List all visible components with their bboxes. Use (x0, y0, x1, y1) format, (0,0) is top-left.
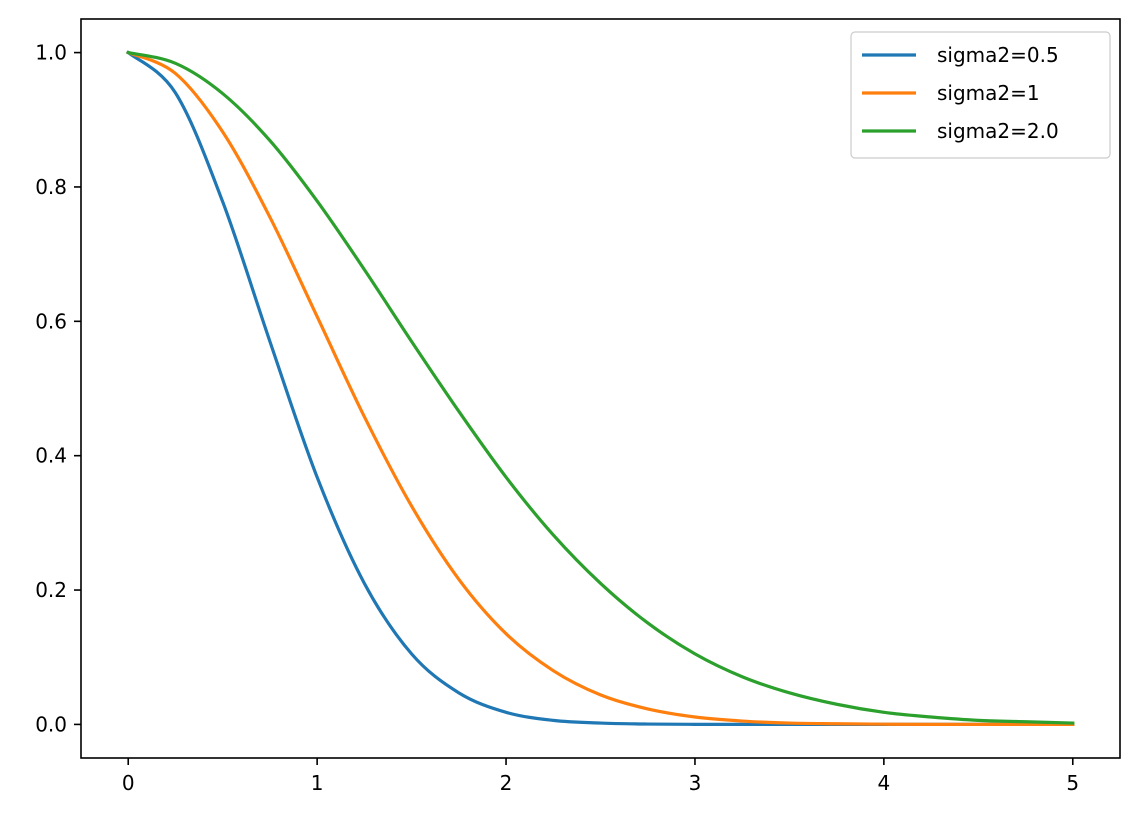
y-tick-label: 0.8 (35, 175, 67, 199)
x-tick-label: 2 (500, 771, 513, 795)
x-tick-label: 3 (689, 771, 702, 795)
legend-label: sigma2=1 (937, 81, 1040, 105)
x-tick-label: 1 (311, 771, 324, 795)
series-line-2 (126, 50, 1075, 727)
series-line-3 (126, 50, 1075, 725)
legend: sigma2=0.5 sigma2=1 sigma2=2.0 (850, 31, 1111, 159)
y-tick-label: 0.6 (35, 309, 67, 333)
x-tick-label: 0 (122, 771, 135, 795)
x-axis: 0 1 2 3 4 5 (122, 758, 1079, 795)
series-layer (125, 50, 1075, 727)
y-tick-label: 1.0 (35, 41, 67, 65)
y-tick-label: 0.2 (35, 578, 67, 602)
x-tick-label: 4 (877, 771, 890, 795)
y-tick-label: 0.0 (35, 712, 67, 736)
y-tick-label: 0.4 (35, 444, 67, 468)
x-tick-label: 5 (1066, 771, 1079, 795)
legend-label: sigma2=0.5 (937, 43, 1059, 67)
legend-box (850, 31, 1111, 159)
y-axis: 0.0 0.2 0.4 0.6 0.8 1.0 (35, 41, 81, 736)
legend-label: sigma2=2.0 (937, 119, 1059, 143)
plot-frame (80, 18, 1121, 759)
